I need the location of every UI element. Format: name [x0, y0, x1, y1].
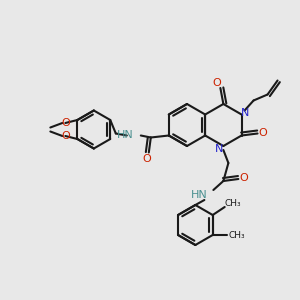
Text: CH₃: CH₃: [228, 230, 245, 239]
Text: N: N: [215, 144, 224, 154]
Text: O: O: [212, 78, 221, 88]
Text: O: O: [258, 128, 267, 137]
Text: CH₃: CH₃: [224, 199, 241, 208]
Text: O: O: [142, 154, 151, 164]
Text: O: O: [239, 173, 248, 183]
Text: O: O: [61, 131, 70, 141]
Text: HN: HN: [190, 190, 207, 200]
Text: O: O: [61, 118, 70, 128]
Text: HN: HN: [117, 130, 134, 140]
Text: N: N: [242, 107, 250, 118]
